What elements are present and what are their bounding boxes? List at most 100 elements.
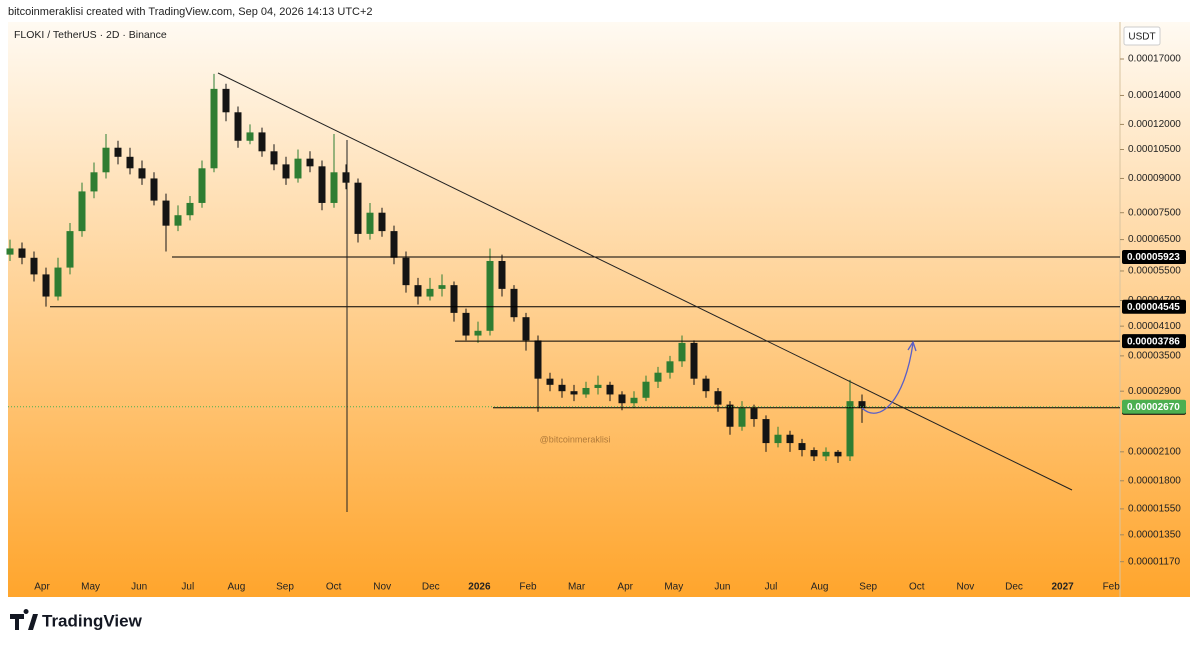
candle-body [738,408,746,427]
x-tick-label: Jun [714,582,730,593]
candle-body [666,361,674,373]
plot-layer: 0.00017000 0.00014000 0.00012000 0.00010500… [6,54,1186,593]
x-tick-label: 2027 [1051,582,1074,593]
level-label: 0.00004545 [1127,302,1180,313]
candle-body [606,384,614,395]
candle-body [402,257,410,286]
y-tick-label: 0.00005500 [1128,266,1181,277]
y-tick-label: 0.00002900 [1128,386,1181,397]
candle-body [582,387,590,395]
currency: USDT [1128,32,1155,43]
candle-body [150,178,158,201]
candle-body [846,401,854,457]
candle-body [810,450,818,457]
logo-mark [10,609,38,630]
y-tick-label: 0.00007500 [1128,207,1181,218]
candle-body [66,231,74,268]
candle-body [450,285,458,313]
candle-body [702,378,710,392]
candle-body [558,384,566,392]
trendline [217,72,1073,491]
x-tick-label: Aug [811,582,829,593]
x-tick-label: Jul [181,582,194,593]
candle-body [522,317,530,341]
x-tick-label: Jul [765,582,778,593]
candle-body [366,212,374,234]
brand: TradingView [42,611,143,630]
candle-body [294,158,302,179]
logo: TradingView [10,609,143,630]
x-tick-label: Nov [373,582,391,593]
candle-body [354,182,362,234]
x-tick-label: Apr [617,582,633,593]
currency-box [1123,26,1161,46]
x-tick-label: Dec [422,582,440,593]
candle-body [750,408,758,420]
candle-body [534,340,542,379]
candle-body [126,156,134,169]
candle-body [246,132,254,141]
x-tick-label: 2026 [468,582,491,593]
candle-body [138,168,146,179]
x-tick-label: Nov [957,582,975,593]
candle-body [858,401,866,409]
candle-body [798,443,806,451]
candle-body [714,391,722,405]
candle-body [618,394,626,404]
candle-body [162,200,170,226]
x-tick-label: Oct [909,582,925,593]
candle-body [222,88,230,113]
candle-body [786,434,794,444]
y-tick-label: 0.00001800 [1128,475,1181,486]
candle-body [690,342,698,379]
x-tick-label: May [664,582,683,593]
candle-body [774,434,782,444]
candle-body [678,342,686,362]
y-tick-label: 0.00003500 [1128,351,1181,362]
candle-body [486,260,494,331]
candle-body [510,288,518,318]
level-label: 0.00003786 [1127,336,1180,347]
y-tick-label: 0.00009000 [1128,173,1181,184]
current-price-label: 0.00002670 [1127,402,1180,413]
candle-body [78,191,86,232]
candle-body [630,397,638,404]
candle-body [462,312,470,336]
y-tick-label: 0.00010500 [1128,144,1181,155]
y-tick-label: 0.00001550 [1128,504,1181,515]
candle-body [54,267,62,297]
x-tick-label: Oct [326,582,342,593]
candle-body [6,248,14,255]
x-tick-label: Feb [1103,582,1121,593]
y-tick-label: 0.00001170 [1128,556,1181,567]
candle-body [426,288,434,297]
candle-body [546,378,554,385]
candle-body [474,330,482,336]
candle-body [642,381,650,398]
candle-body [594,384,602,388]
level-label: 0.00005923 [1127,252,1180,263]
candle-body [186,202,194,216]
candle-body [18,248,26,258]
candle-body [438,285,446,289]
arrow-head [907,340,917,352]
x-tick-label: Jun [131,582,147,593]
candle-body [654,372,662,382]
level-tag [1122,334,1186,349]
x-tick-label: May [81,582,100,593]
y-tick-label: 0.00004100 [1128,321,1181,332]
candle-body [270,151,278,165]
x-tick-label: Sep [859,582,877,593]
x-tick-label: Sep [276,582,294,593]
candle-body [834,451,842,457]
chart-title: FLOKI / TetherUS · 2D · Binance [14,29,167,41]
x-tick-label: Feb [519,582,537,593]
x-tick-label: Mar [568,582,586,593]
candle-body [342,172,350,183]
candle-body [306,158,314,167]
level-tag [1122,250,1186,265]
y-tick-label: 0.00012000 [1128,119,1181,130]
candle-body [330,172,338,203]
